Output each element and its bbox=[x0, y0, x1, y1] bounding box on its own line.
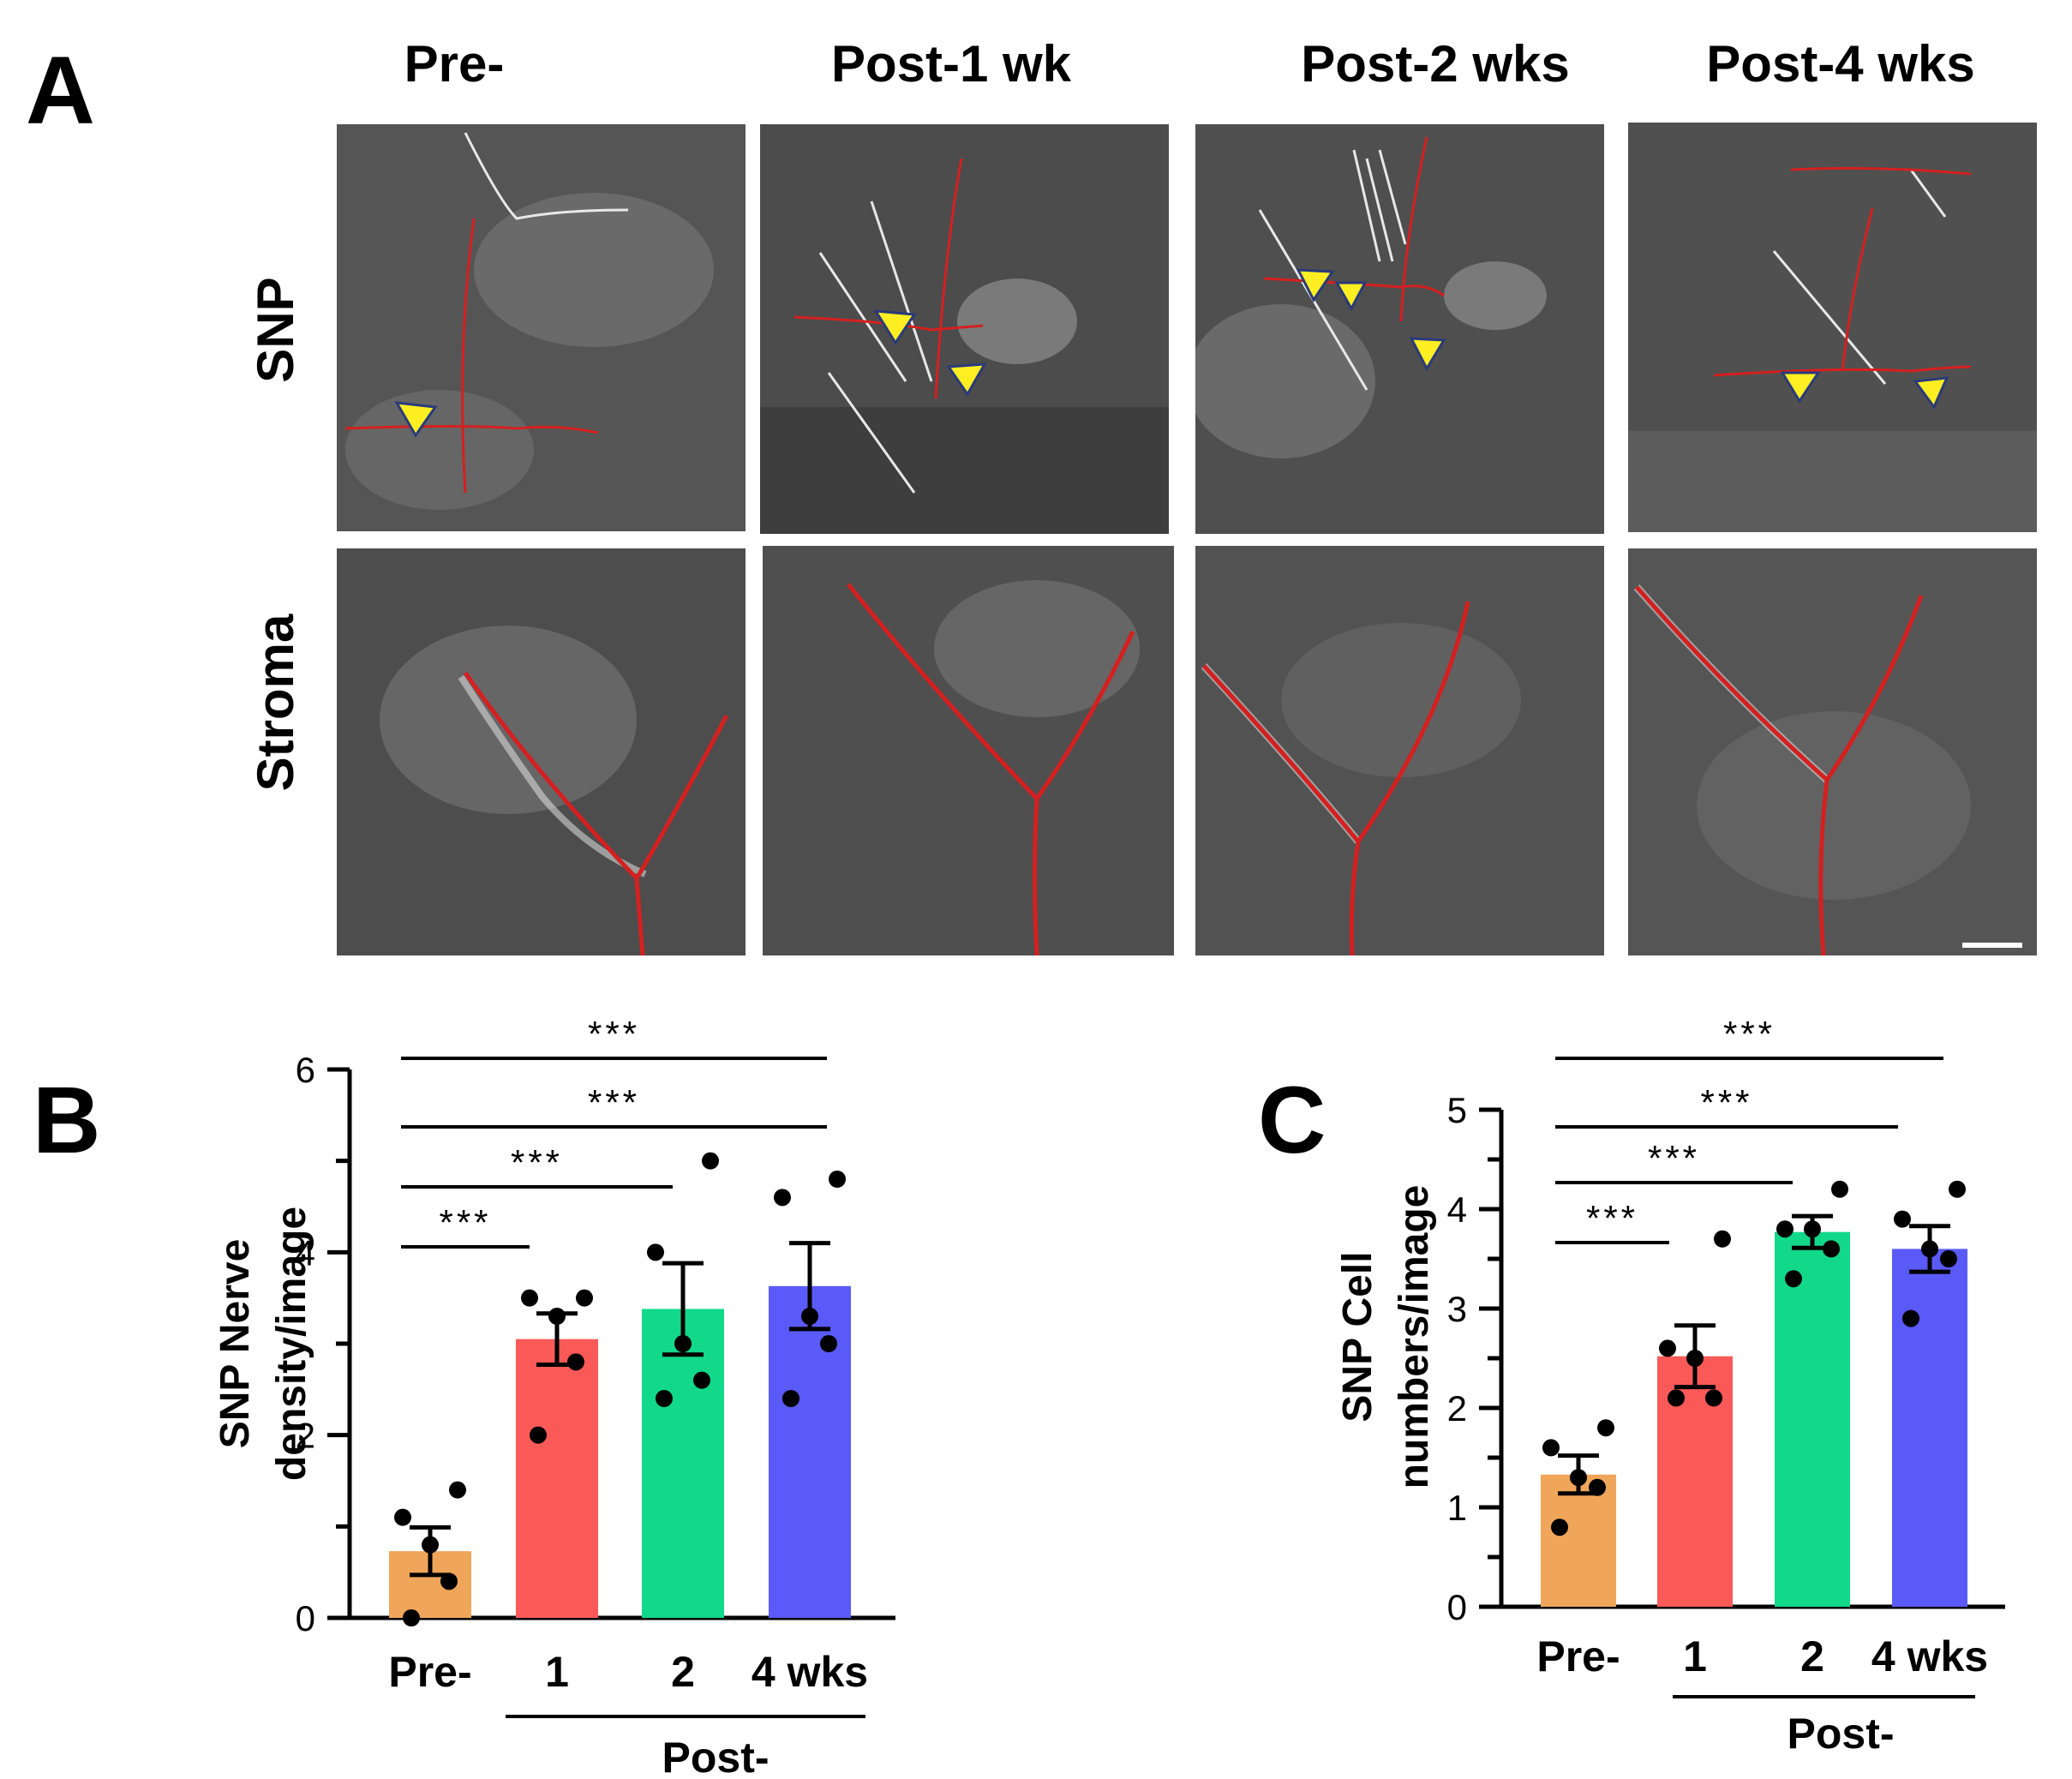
chart-c-bar-3 bbox=[1775, 1231, 1850, 1607]
chart-c-significance-label: *** bbox=[1723, 1014, 1776, 1054]
chart-c-data-point bbox=[1570, 1469, 1587, 1487]
chart-c-data-point bbox=[1804, 1220, 1821, 1238]
chart-c-data-point bbox=[1785, 1270, 1802, 1288]
chart-b-data-point bbox=[693, 1371, 710, 1389]
chart-c-data-point bbox=[1597, 1419, 1614, 1437]
chart-c-data-point bbox=[1831, 1180, 1848, 1198]
chart-b-group-label: Post- bbox=[662, 1734, 770, 1779]
chart-c-x-tick-label: 1 bbox=[1683, 1632, 1707, 1680]
chart-c-data-point bbox=[1659, 1339, 1676, 1357]
chart-b-data-point bbox=[422, 1536, 439, 1554]
panel-a-letter: A bbox=[26, 37, 95, 144]
chart-c-y-tick-label: 0 bbox=[1447, 1587, 1467, 1627]
chart-c-data-point bbox=[1589, 1478, 1606, 1496]
chart-c-data-point bbox=[1776, 1220, 1794, 1238]
chart-b-data-point bbox=[548, 1308, 566, 1325]
chart-b-y-tick-label: 6 bbox=[296, 1050, 315, 1090]
chart-c-panel-letter: C bbox=[1258, 1068, 1326, 1173]
chart-b-data-point bbox=[440, 1572, 458, 1590]
column-title-post-1wk: Post-1 wk bbox=[830, 35, 1072, 93]
chart-b-data-point bbox=[449, 1481, 466, 1499]
chart-b-x-tick-label: 2 bbox=[671, 1648, 695, 1696]
chart-c-group-label: Post- bbox=[1788, 1710, 1895, 1758]
chart-c-y-tick-label: 4 bbox=[1447, 1189, 1467, 1230]
chart-c-x-tick-label: Pre- bbox=[1536, 1632, 1620, 1680]
chart-c-data-point bbox=[1714, 1230, 1731, 1248]
chart-b-data-point bbox=[820, 1335, 837, 1352]
micrograph-snp-post-2wks bbox=[1195, 124, 1604, 534]
chart-b-significance-label: *** bbox=[588, 1014, 640, 1054]
chart-b-data-point bbox=[576, 1289, 593, 1307]
chart-c-y-tick-label: 5 bbox=[1447, 1090, 1467, 1130]
chart-b-data-point bbox=[647, 1243, 664, 1261]
chart-b-bar-4 bbox=[769, 1285, 851, 1618]
column-title-post-2wks: Post-2 wks bbox=[1301, 35, 1570, 93]
chart-c-data-point bbox=[1705, 1389, 1722, 1407]
chart-c-significance-label: *** bbox=[1586, 1198, 1638, 1238]
chart-b-y-tick-label: 0 bbox=[296, 1598, 315, 1638]
chart-b-significance-label: *** bbox=[439, 1202, 491, 1243]
micrograph-snp-post-4wks bbox=[1628, 123, 2037, 532]
chart-b-bar-3 bbox=[642, 1309, 724, 1618]
chart-c-data-point bbox=[1823, 1240, 1840, 1258]
chart-b-data-point bbox=[702, 1152, 719, 1170]
chart-c-y-tick-label: 2 bbox=[1447, 1388, 1467, 1429]
column-title-post-4wks: Post-4 wks bbox=[1706, 35, 1975, 93]
chart-c-data-point bbox=[1686, 1350, 1704, 1367]
chart-b-data-point bbox=[829, 1171, 846, 1188]
chart-c-y-tick-label: 3 bbox=[1447, 1289, 1467, 1329]
micrograph-snp-post-1wk bbox=[760, 124, 1169, 534]
chart-c-significance-label: *** bbox=[1700, 1082, 1752, 1123]
micrograph-snp-pre bbox=[337, 124, 746, 531]
chart-b-data-point bbox=[403, 1609, 420, 1626]
chart-b-data-point bbox=[394, 1508, 411, 1526]
chart-b-data-point bbox=[567, 1353, 584, 1371]
chart-b-significance-label: *** bbox=[511, 1142, 563, 1183]
chart-c-y-axis-label: numbers/image bbox=[1392, 1185, 1437, 1489]
chart-b-bar-2 bbox=[516, 1339, 598, 1618]
chart-c-bar-2 bbox=[1657, 1356, 1733, 1607]
scale-bar bbox=[1962, 943, 2022, 948]
chart-c-data-point bbox=[1668, 1389, 1685, 1407]
chart-c-significance-label: *** bbox=[1648, 1138, 1700, 1178]
chart-b-x-tick-label: 1 bbox=[545, 1648, 569, 1696]
micrograph-stroma-pre bbox=[337, 548, 746, 955]
chart-b-y-tick-label: 2 bbox=[296, 1416, 315, 1456]
chart-c-data-point bbox=[1940, 1250, 1957, 1267]
chart-c-data-point bbox=[1542, 1439, 1560, 1457]
chart-c-data-point bbox=[1902, 1309, 1919, 1327]
chart-b-data-point bbox=[674, 1335, 692, 1352]
chart-c-data-point bbox=[1949, 1180, 1966, 1198]
chart-c-bar-4 bbox=[1892, 1249, 1967, 1607]
chart-b-data-point bbox=[656, 1390, 673, 1407]
chart-b-y-axis-label: SNP Nerve bbox=[213, 1239, 258, 1449]
chart-c-data-point bbox=[1894, 1210, 1911, 1228]
chart-b-y-tick-label: 4 bbox=[296, 1232, 315, 1273]
chart-b-x-tick-label: 4 wks bbox=[752, 1648, 868, 1696]
chart-b-data-point bbox=[521, 1289, 538, 1307]
column-title-pre: Pre- bbox=[404, 35, 505, 93]
chart-b-data-point bbox=[530, 1426, 547, 1444]
chart-c-y-axis-label: SNP Cell bbox=[1335, 1251, 1380, 1422]
chart-c-data-point bbox=[1551, 1518, 1568, 1536]
chart-b-y-axis-label: density/image bbox=[269, 1207, 314, 1481]
chart-b-data-point bbox=[782, 1390, 799, 1407]
chart-b-data-point bbox=[801, 1308, 818, 1325]
chart-c-x-tick-label: 2 bbox=[1800, 1632, 1824, 1680]
micrograph-stroma-post-4wks bbox=[1628, 548, 2037, 955]
chart-b-significance-label: *** bbox=[588, 1082, 640, 1123]
chart-b-panel-letter: B bbox=[33, 1068, 100, 1173]
chart-c-data-point bbox=[1921, 1240, 1938, 1258]
chart-b-x-tick-label: Pre- bbox=[388, 1648, 471, 1696]
micrograph-stroma-post-2wks bbox=[1195, 546, 1604, 955]
chart-c-bar-1 bbox=[1541, 1474, 1616, 1607]
chart-b-data-point bbox=[774, 1189, 791, 1207]
chart-c-x-tick-label: 4 wks bbox=[1871, 1632, 1988, 1680]
micrograph-stroma-post-1wk bbox=[763, 546, 1174, 955]
chart-c-y-tick-label: 1 bbox=[1447, 1488, 1467, 1528]
